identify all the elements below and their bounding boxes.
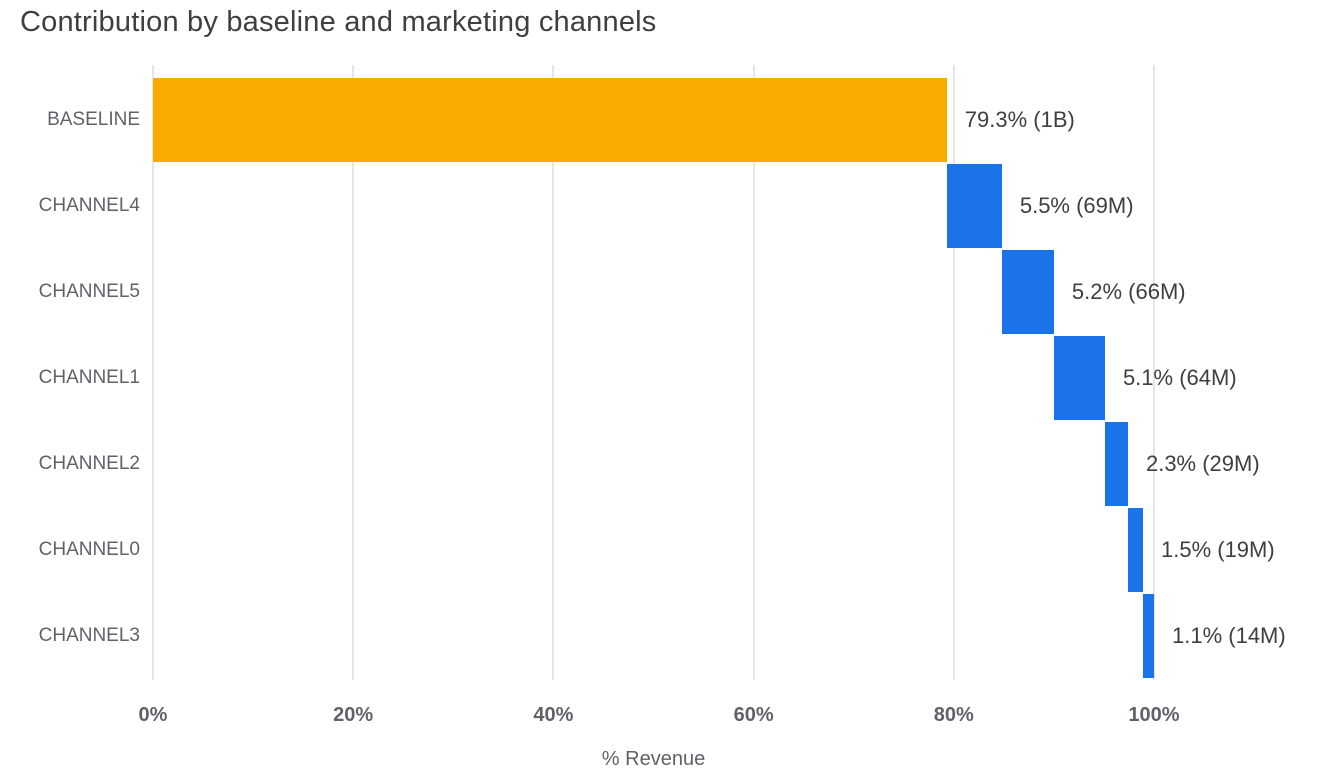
category-label: CHANNEL0 (38, 539, 140, 560)
chart-row: BASELINE 79.3% (1B) (0, 78, 1330, 162)
gridline (152, 65, 154, 680)
bar-channel3 (1142, 594, 1154, 678)
category-label: CHANNEL1 (38, 367, 140, 388)
chart-row: CHANNEL5 5.2% (66M) (0, 250, 1330, 334)
category-label: CHANNEL2 (38, 453, 140, 474)
bar-value-label: 5.1% (64M) (1122, 365, 1237, 390)
gridline (552, 65, 555, 680)
x-tick-label: 60% (733, 704, 774, 726)
x-tick-label: 0% (138, 704, 168, 726)
x-tick-label: 100% (1128, 704, 1180, 726)
bar-channel2 (1104, 422, 1128, 506)
bar-value-label: 2.3% (29M) (1145, 451, 1260, 476)
chart-row: CHANNEL4 5.5% (69M) (0, 164, 1330, 248)
gridline (1153, 65, 1155, 680)
category-label: BASELINE (47, 109, 140, 130)
gridline (952, 65, 955, 680)
bar-value-label: 1.5% (19M) (1160, 537, 1275, 562)
chart-row: CHANNEL2 2.3% (29M) (0, 422, 1330, 506)
gridline (352, 65, 355, 680)
bar-baseline (153, 78, 947, 162)
chart-row: CHANNEL1 5.1% (64M) (0, 336, 1330, 420)
x-tick-label: 80% (933, 704, 974, 726)
bar-channel1 (1053, 336, 1105, 420)
bar-channel0 (1127, 508, 1143, 592)
bar-channel4 (946, 164, 1002, 248)
bar-value-label: 5.2% (66M) (1071, 279, 1186, 304)
chart-title: Contribution by baseline and marketing c… (20, 6, 657, 38)
x-tick-label: 20% (333, 704, 374, 726)
category-label: CHANNEL5 (38, 281, 140, 302)
bar-value-label: 79.3% (1B) (964, 107, 1075, 132)
category-label: CHANNEL4 (38, 195, 140, 216)
chart-row: CHANNEL0 1.5% (19M) (0, 508, 1330, 592)
x-axis-label: % Revenue (601, 748, 706, 770)
chart-row: CHANNEL3 1.1% (14M) (0, 594, 1330, 678)
x-axis: 0% 20% 40% 60% 80% 100% (0, 704, 1330, 734)
bar-value-label: 5.5% (69M) (1019, 193, 1134, 218)
category-label: CHANNEL3 (38, 625, 140, 646)
plot-area: BASELINE 79.3% (1B) CHANNEL4 5.5% (69M) CHAN… (0, 65, 1330, 680)
x-tick-label: 40% (533, 704, 574, 726)
bar-channel5 (1001, 250, 1054, 334)
bar-value-label: 1.1% (14M) (1172, 623, 1286, 648)
gridline (752, 65, 755, 680)
